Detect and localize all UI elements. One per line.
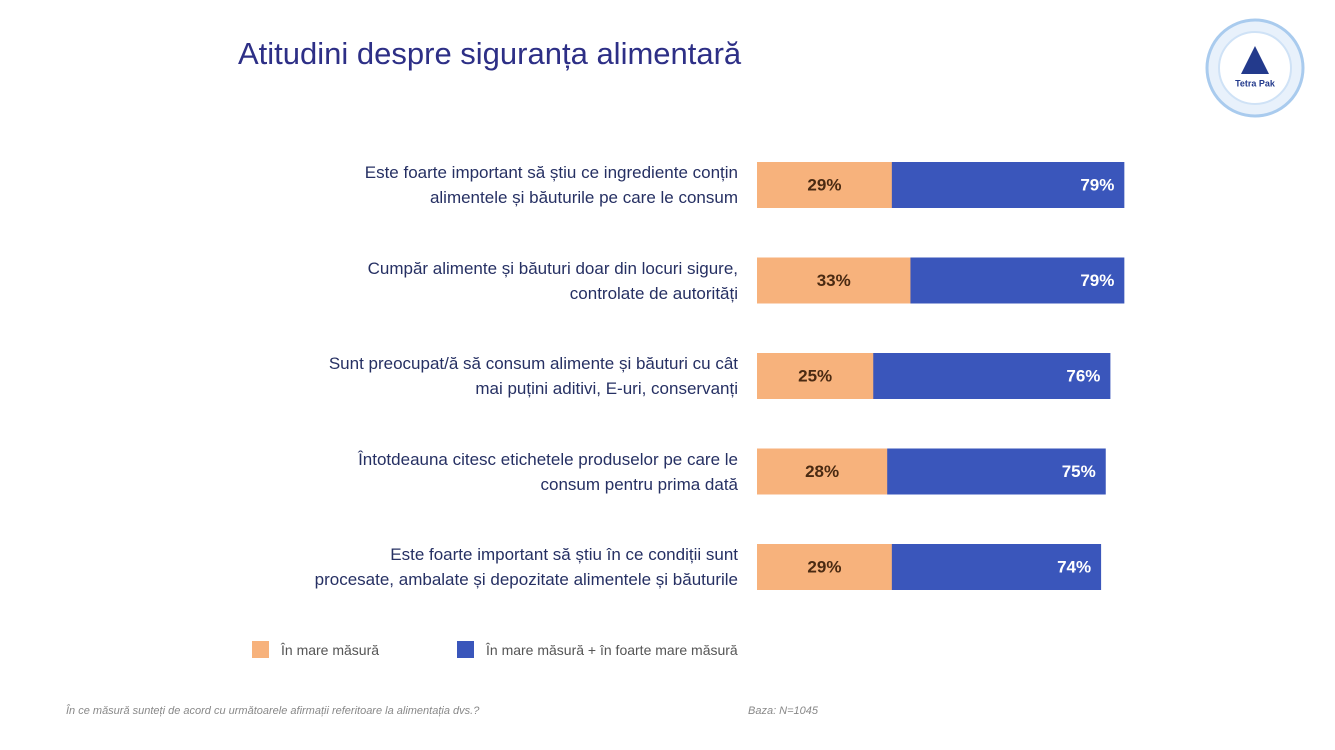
category-label: Cumpăr alimente și băuturi doar din locu… — [367, 258, 738, 303]
value-label: 76% — [1066, 366, 1100, 385]
legend-label: În mare măsură — [281, 641, 380, 658]
bar — [757, 257, 911, 304]
legend-swatch — [457, 641, 474, 658]
value-label: 33% — [817, 271, 851, 290]
footnote: În ce măsură sunteți de acord cu următoa… — [66, 705, 480, 717]
value-label: 29% — [807, 557, 841, 576]
category-label: Este foarte important să știu ce ingredi… — [364, 163, 738, 207]
legend-swatch — [252, 641, 269, 658]
legend-item: În mare măsură — [252, 641, 379, 658]
legend-label: În mare măsură + în foarte mare măsură — [486, 641, 738, 658]
logo-text: Tetra Pak — [1235, 78, 1276, 88]
value-label: 74% — [1057, 557, 1091, 576]
logo: Tetra Pak — [1205, 18, 1305, 118]
base-note: Baza: N=1045 — [748, 705, 819, 717]
value-label: 29% — [807, 175, 841, 194]
bar — [757, 353, 874, 399]
logo-mark — [1241, 46, 1269, 74]
legend-item: În mare măsură + în foarte mare măsură — [457, 641, 738, 658]
value-label: 25% — [798, 366, 832, 385]
value-label: 79% — [1080, 271, 1114, 290]
bar — [757, 544, 892, 590]
bar — [757, 448, 888, 495]
category-label: Sunt preocupat/ă să consum alimente și b… — [328, 354, 738, 398]
chart-title: Atitudini despre siguranța alimentară — [238, 36, 742, 71]
category-label: Este foarte important să știu în ce cond… — [314, 545, 738, 589]
bar — [757, 162, 892, 208]
category-label: Întotdeauna citesc etichetele produselor… — [358, 449, 738, 494]
value-label: 75% — [1062, 462, 1096, 481]
value-label: 28% — [805, 462, 839, 481]
value-label: 79% — [1080, 175, 1114, 194]
